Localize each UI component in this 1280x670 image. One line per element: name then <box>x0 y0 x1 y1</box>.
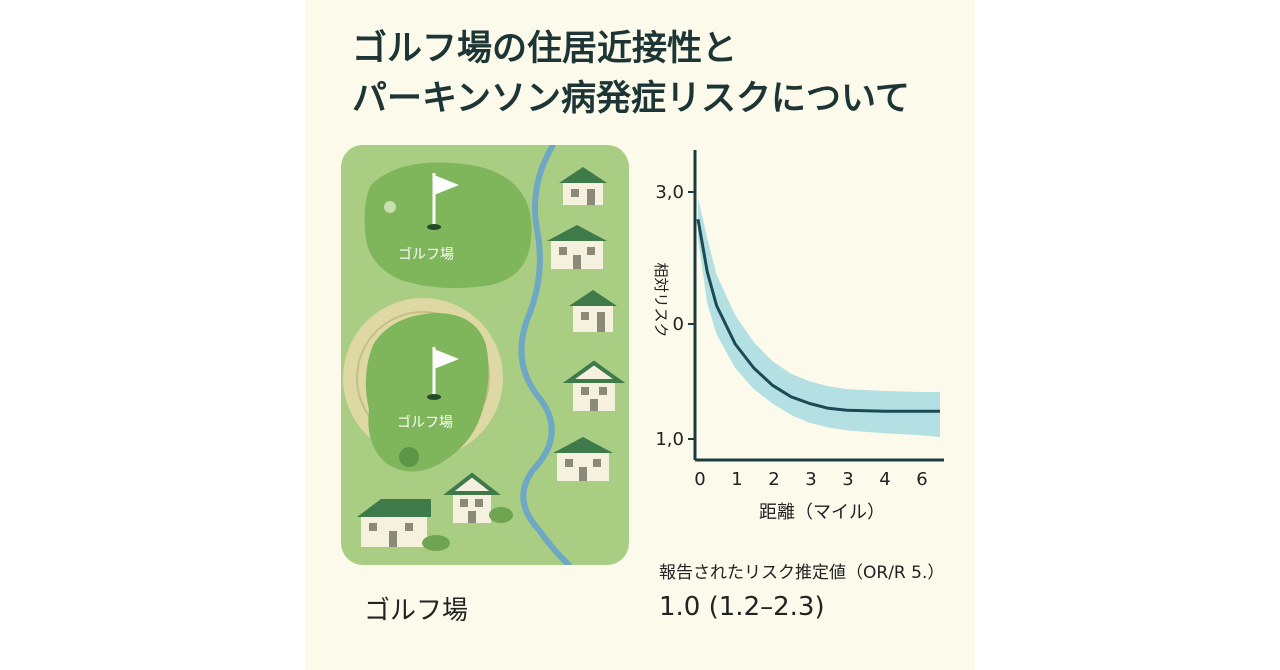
x-tick-label: 0 <box>694 469 705 490</box>
house-icon <box>443 472 501 523</box>
x-tick-label: 3 <box>805 469 816 490</box>
x-tick-label: 3 <box>842 469 853 490</box>
house-icon <box>559 167 607 205</box>
y-axis-label: 相対リスク <box>652 262 670 337</box>
course-label-1: ゴルフ場 <box>398 246 454 263</box>
flag-icon <box>427 173 459 230</box>
river-icon <box>518 145 572 565</box>
y-tick-label: 1,0 <box>655 429 684 450</box>
confidence-band <box>698 198 940 438</box>
page-title: ゴルフ場の住居近接性と パーキンソン病発症リスクについて <box>352 24 972 124</box>
house-icon <box>357 499 431 547</box>
map-caption: ゴルフ場 <box>364 596 469 626</box>
house-icon <box>562 360 626 411</box>
y-tick-layer: 3,0 0 1,0 <box>655 182 695 450</box>
risk-chart: 0 1 2 3 3 4 6 3,0 0 1,0 距離（マイル） 相対リスク <box>652 150 944 523</box>
flag-icon <box>427 347 459 400</box>
golf-green-1 <box>364 162 532 289</box>
x-tick-label: 1 <box>731 469 742 490</box>
golf-course-map: ゴルフ場 ゴルフ場 <box>341 145 629 565</box>
x-tick-label: 4 <box>879 469 890 490</box>
x-axis-label: 距離（マイル） <box>759 502 885 523</box>
golf-green-2 <box>365 313 489 472</box>
estimate-label: 報告されたリスク推定値（OR/R 5.） <box>659 563 945 583</box>
title-line-1: ゴルフ場の住居近接性と <box>352 29 738 69</box>
house-icon <box>553 437 613 481</box>
course-label-2: ゴルフ場 <box>397 414 453 431</box>
confidence-band-layer <box>698 198 940 438</box>
risk-line-layer <box>696 218 940 413</box>
x-tick-layer: 0 1 2 3 3 4 6 <box>694 469 927 490</box>
title-line-2: パーキンソン病発症リスクについて <box>352 79 910 119</box>
x-tick-label: 2 <box>768 469 779 490</box>
house-icon <box>569 290 617 332</box>
estimate-value: 1.0 (1.2–2.3) <box>659 592 825 622</box>
risk-line <box>696 218 940 413</box>
y-tick-label: 0 <box>673 314 684 335</box>
house-icon <box>547 225 607 269</box>
y-tick-label: 3,0 <box>655 182 684 203</box>
x-tick-label: 6 <box>916 469 927 490</box>
